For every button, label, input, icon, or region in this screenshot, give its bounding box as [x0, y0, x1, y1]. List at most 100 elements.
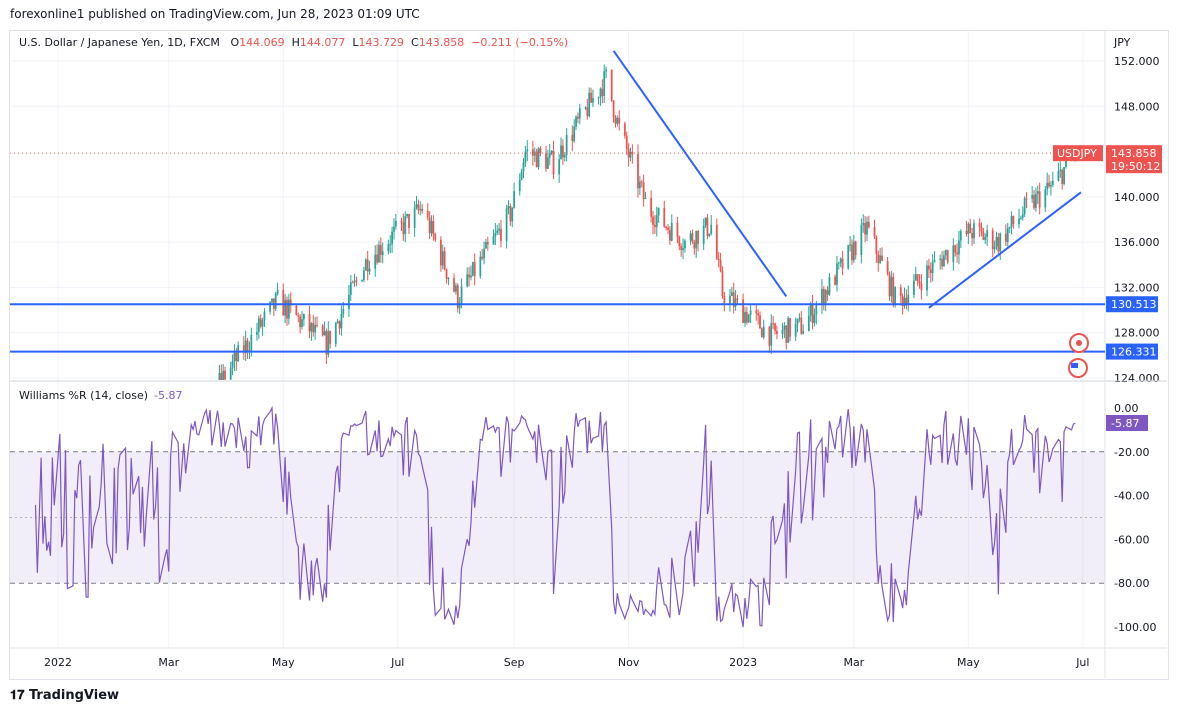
candle-body: [361, 280, 363, 282]
candle-body: [657, 207, 660, 216]
candle-body: [605, 69, 607, 72]
candle-body: [505, 208, 508, 241]
candle-body: [207, 401, 209, 416]
candle-body: [783, 325, 786, 330]
candle-body: [907, 294, 910, 306]
candle-body: [340, 313, 343, 329]
candle-body: [603, 71, 606, 96]
candle-body: [393, 226, 395, 232]
indicator-value-badge: [1106, 415, 1148, 431]
level-badge-text: 130.513: [1111, 298, 1157, 311]
candle-body: [774, 323, 776, 331]
candle-body: [785, 325, 788, 343]
candle-body: [535, 151, 538, 168]
candle-body: [811, 304, 814, 324]
candle-body: [466, 274, 469, 287]
candle-body: [650, 198, 653, 217]
candle-body: [760, 328, 763, 338]
candle-body: [486, 242, 489, 245]
x-tick-label: 2023: [729, 656, 757, 669]
candle-body: [809, 304, 812, 316]
candle-body: [967, 223, 970, 235]
candle-body: [682, 248, 684, 251]
candle-body: [428, 217, 431, 234]
candle-body: [545, 153, 547, 169]
candle-body: [946, 250, 949, 263]
candle-body: [259, 318, 262, 327]
candle-body: [421, 208, 424, 212]
candle-body: [389, 244, 392, 246]
trendline: [612, 50, 788, 298]
candle-body: [642, 182, 645, 200]
candle-body: [971, 232, 973, 239]
candle-body: [310, 323, 313, 332]
candle-body: [802, 331, 805, 334]
x-tick-label: May: [957, 656, 980, 669]
candle-body: [798, 317, 801, 319]
tradingview-logo[interactable]: 𝟏𝟕 TradingView: [10, 688, 119, 703]
candle-body: [715, 224, 718, 259]
candle-body: [616, 117, 619, 124]
candle-body: [509, 205, 512, 222]
candle-body: [295, 305, 298, 316]
low-value: 143.729: [358, 36, 405, 49]
candle-body: [526, 149, 529, 152]
candle-body: [546, 157, 549, 169]
candle-body: [537, 148, 540, 168]
candle-body: [308, 314, 311, 332]
x-tick-label: May: [272, 656, 295, 669]
candle-body: [663, 207, 666, 227]
indicator-tick-label: -100.00: [1114, 621, 1156, 634]
candle-body: [723, 295, 726, 304]
candle-body: [969, 223, 972, 233]
candle-body: [903, 297, 906, 306]
candle-body: [353, 280, 356, 283]
candle-body: [787, 318, 790, 343]
candle-body: [204, 422, 206, 432]
candle-body: [916, 274, 919, 282]
candle-body: [562, 145, 564, 158]
candle-body: [351, 282, 354, 284]
candle-body: [689, 233, 692, 241]
candle-body: [631, 151, 634, 155]
logo-icon: 𝟏𝟕: [10, 688, 29, 703]
candle-body: [941, 258, 943, 267]
candle-body: [697, 230, 699, 244]
candle-body: [918, 281, 921, 284]
candle-body: [453, 277, 455, 292]
currency-label: JPY: [1114, 36, 1131, 49]
candle-body: [584, 107, 587, 109]
candle-body: [588, 92, 591, 117]
candle-body: [851, 244, 853, 261]
candle-body: [1018, 218, 1020, 225]
candle-body: [794, 323, 797, 337]
high-label: H: [291, 36, 300, 49]
candle-body: [899, 287, 902, 296]
candle-body: [289, 299, 292, 306]
x-tick-label: Mar: [158, 656, 179, 669]
candle-body: [866, 221, 868, 235]
candle-body: [1021, 214, 1024, 218]
candle-body: [456, 285, 459, 309]
candle-body: [1012, 216, 1015, 225]
candle-body: [244, 340, 247, 353]
candle-body: [1035, 194, 1037, 208]
candle-body: [363, 270, 365, 281]
candle-body: [749, 310, 752, 315]
candle-body: [316, 324, 318, 326]
candle-body: [873, 227, 876, 237]
candle-body: [890, 276, 893, 297]
candle-body: [1006, 228, 1009, 242]
candle-body: [334, 323, 337, 344]
y-tick-label: 140.000: [1114, 191, 1160, 204]
candle-body: [826, 290, 829, 295]
candle-body: [586, 107, 589, 117]
indicator-legend[interactable]: Williams %R (14, close) -5.87: [19, 389, 183, 402]
candle-body: [479, 256, 482, 277]
candle-body: [297, 315, 300, 317]
indicator-tick-label: -20.00: [1114, 446, 1149, 459]
publish-info: forexonline1 published on TradingView.co…: [10, 7, 420, 21]
candle-body: [821, 288, 823, 306]
candle-body: [1050, 184, 1052, 187]
